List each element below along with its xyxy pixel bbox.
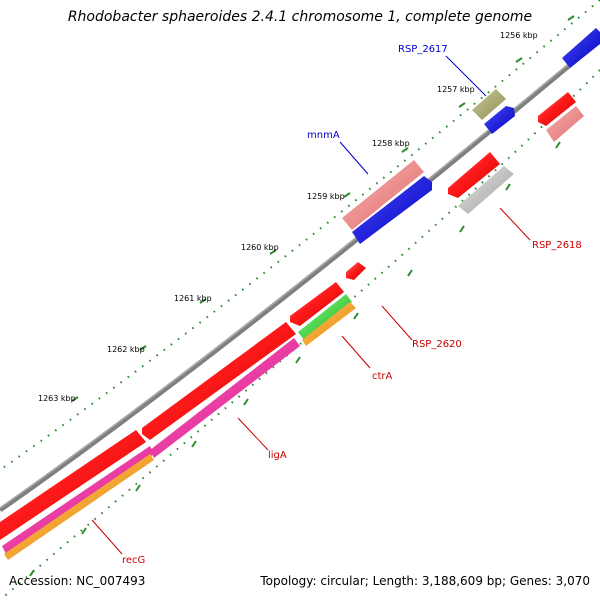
inner-scale-dots (0, 69, 600, 600)
tick-label: 1261 kbp (174, 294, 212, 303)
label-leaders (91, 55, 531, 555)
leader-rsp2618 (499, 207, 531, 241)
topology-text: Topology: circular; Length: 3,188,609 bp… (260, 574, 590, 588)
map-title: Rhodobacter sphaeroides 2.4.1 chromosome… (67, 9, 533, 25)
gene-label-mnma[interactable]: mnmA (307, 130, 340, 141)
leader-ctra (341, 335, 371, 369)
leader-rsp2620 (381, 305, 413, 341)
gene-label-rsp2617[interactable]: RSP_2617 (398, 44, 448, 55)
leader-mnma (339, 141, 369, 175)
leader-recg (91, 519, 123, 555)
gene-feature-blue-rsp2617[interactable] (484, 106, 515, 134)
accession-text: Accession: NC_007493 (9, 574, 146, 588)
gene-feature-magenta-recg[interactable] (2, 446, 154, 554)
gene-feature-blue-mnma[interactable] (352, 176, 432, 244)
gene-feature-pink-mnma[interactable] (342, 160, 424, 230)
tick-label: 1257 kbp (437, 85, 475, 94)
outer-scale-dots (0, 0, 600, 471)
gene-label-rsp2618[interactable]: RSP_2618 (532, 240, 582, 251)
gene-feature-red-rsp2620[interactable] (290, 282, 344, 326)
gene-feature-red-rsp2618[interactable] (448, 152, 500, 198)
gene-feature-grey[interactable] (458, 166, 514, 214)
gene-feature-olive[interactable] (472, 89, 506, 120)
leader-rsp2617 (445, 55, 487, 97)
tick-label: 1260 kbp (241, 243, 279, 252)
tick-label: 1262 kbp (107, 345, 145, 354)
leader-liga (237, 417, 269, 451)
gene-feature-red-small[interactable] (346, 262, 366, 280)
gene-label-ctra[interactable]: ctrA (372, 371, 393, 382)
gene-feature-orange-ctra[interactable] (302, 302, 356, 346)
gene-feature-pink[interactable] (546, 106, 584, 142)
gene-feature-red[interactable] (538, 92, 576, 126)
chromosome-backbone (0, 38, 600, 513)
tick-label: 1263 kbp (38, 394, 76, 403)
gene-label-rsp2620[interactable]: RSP_2620 (412, 339, 462, 350)
outer-major-ticks (71, 15, 575, 402)
gene-feature-blue[interactable] (562, 28, 600, 68)
gene-feature-red-recg[interactable] (0, 430, 146, 540)
tick-label: 1256 kbp (500, 31, 538, 40)
gene-feature-magenta-liga[interactable] (150, 338, 300, 458)
gene-feature-green-ctra[interactable] (298, 294, 352, 340)
gene-feature-red-liga[interactable] (142, 322, 296, 440)
tick-label: 1259 kbp (307, 192, 345, 201)
gene-label-recg[interactable]: recG (122, 555, 145, 566)
tick-label: 1258 kbp (372, 139, 410, 148)
gene-label-liga[interactable]: ligA (268, 450, 287, 461)
chromosome-backbone-highlight (0, 37, 600, 509)
gene-feature-orange-recg[interactable] (4, 454, 154, 560)
inner-major-ticks (29, 141, 561, 577)
